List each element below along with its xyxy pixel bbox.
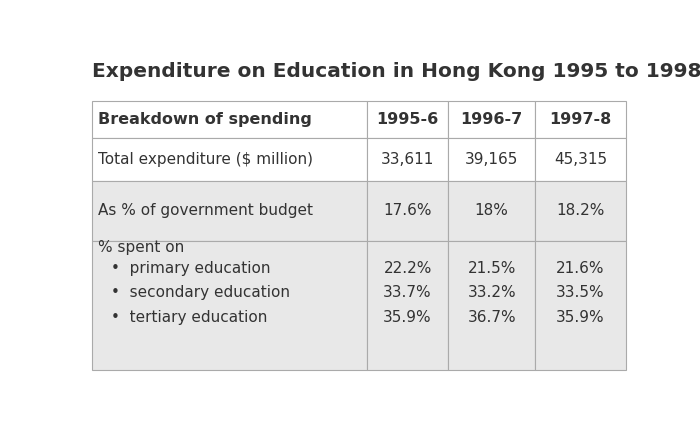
Text: •  tertiary education: • tertiary education — [111, 310, 267, 325]
Bar — [92, 101, 367, 138]
Bar — [92, 138, 367, 181]
Bar — [535, 181, 626, 241]
Text: 33.2%: 33.2% — [468, 285, 516, 300]
Text: 45,315: 45,315 — [554, 152, 607, 167]
Text: 1997-8: 1997-8 — [550, 112, 612, 127]
Text: 33,611: 33,611 — [381, 152, 434, 167]
Bar — [92, 181, 367, 241]
Bar — [535, 101, 626, 138]
Bar — [367, 181, 448, 241]
Text: 39,165: 39,165 — [465, 152, 518, 167]
Text: 22.2%: 22.2% — [384, 261, 432, 276]
Bar — [448, 138, 535, 181]
Text: 35.9%: 35.9% — [384, 310, 432, 325]
Bar — [92, 241, 367, 370]
Text: 17.6%: 17.6% — [384, 203, 432, 218]
Text: % spent on: % spent on — [98, 240, 185, 255]
Text: •  secondary education: • secondary education — [111, 285, 290, 300]
Text: 21.6%: 21.6% — [556, 261, 605, 276]
Bar — [535, 138, 626, 181]
Bar — [448, 181, 535, 241]
Text: •  primary education: • primary education — [111, 261, 270, 276]
Text: As % of government budget: As % of government budget — [98, 203, 314, 218]
Text: 35.9%: 35.9% — [556, 310, 605, 325]
Bar — [448, 241, 535, 370]
Bar — [367, 138, 448, 181]
Bar — [448, 101, 535, 138]
Text: 18%: 18% — [475, 203, 509, 218]
Text: 21.5%: 21.5% — [468, 261, 516, 276]
Bar — [535, 241, 626, 370]
Bar — [367, 101, 448, 138]
Text: Expenditure on Education in Hong Kong 1995 to 1998: Expenditure on Education in Hong Kong 19… — [92, 62, 700, 81]
Text: Breakdown of spending: Breakdown of spending — [98, 112, 312, 127]
Text: 18.2%: 18.2% — [556, 203, 605, 218]
Text: 1996-7: 1996-7 — [461, 112, 523, 127]
Text: 36.7%: 36.7% — [468, 310, 516, 325]
Text: 33.7%: 33.7% — [384, 285, 432, 300]
Text: Total expenditure ($ million): Total expenditure ($ million) — [98, 152, 314, 167]
Text: 33.5%: 33.5% — [556, 285, 605, 300]
Text: 1995-6: 1995-6 — [377, 112, 439, 127]
Bar — [367, 241, 448, 370]
